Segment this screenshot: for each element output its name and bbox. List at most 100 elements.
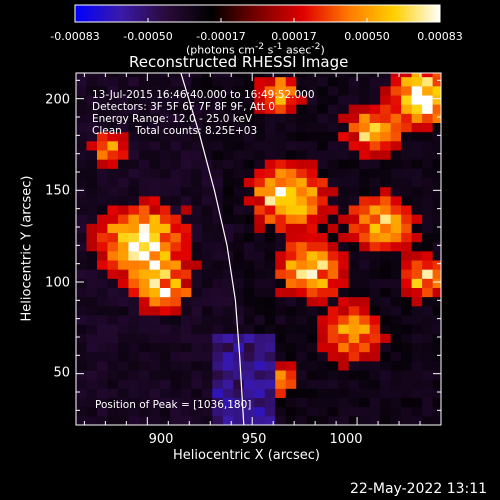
heatmap-cell xyxy=(128,269,140,279)
heatmap-cell xyxy=(390,223,402,233)
heatmap-cell xyxy=(254,223,266,233)
heatmap-cell xyxy=(338,360,350,371)
heatmap-cell xyxy=(170,205,182,215)
heatmap-cell xyxy=(264,122,276,133)
heatmap-cell xyxy=(233,351,245,362)
heatmap-cell xyxy=(327,379,339,389)
heatmap-cell xyxy=(159,241,171,252)
heatmap-cell xyxy=(180,333,192,343)
heatmap-cell xyxy=(138,177,150,188)
heatmap-cell xyxy=(359,177,371,188)
heatmap-cell xyxy=(390,397,402,408)
heatmap-cell xyxy=(254,140,266,151)
heatmap-cell xyxy=(117,214,129,224)
heatmap-cell xyxy=(411,388,423,398)
heatmap-cell xyxy=(264,333,276,343)
heatmap-cell xyxy=(201,370,213,380)
heatmap-cell xyxy=(275,287,287,298)
heatmap-cell xyxy=(306,113,318,123)
heatmap-cell xyxy=(369,379,381,389)
heatmap-cell xyxy=(170,415,182,425)
heatmap-cell xyxy=(222,370,234,380)
heatmap-cell xyxy=(254,214,266,224)
heatmap-cell xyxy=(432,305,441,316)
heatmap-cell xyxy=(338,113,350,123)
heatmap-cell xyxy=(327,287,339,298)
heatmap-cell xyxy=(285,177,297,188)
heatmap-cell xyxy=(254,278,266,288)
heatmap-cell xyxy=(159,250,171,261)
heatmap-cell xyxy=(380,360,392,371)
heatmap-cell xyxy=(359,122,371,133)
heatmap-cell xyxy=(432,315,441,325)
heatmap-cell xyxy=(411,168,423,178)
heatmap-cell xyxy=(76,195,87,206)
heatmap-cell xyxy=(76,296,87,307)
heatmap-cell xyxy=(117,342,129,353)
heatmap-cell xyxy=(348,370,360,380)
heatmap-cell xyxy=(380,406,392,417)
heatmap-cell xyxy=(128,278,140,288)
heatmap-cell xyxy=(107,333,119,343)
heatmap-cell xyxy=(432,85,441,96)
heatmap-cell xyxy=(201,140,213,151)
heatmap-cell xyxy=(327,397,339,408)
heatmap-cell xyxy=(96,379,108,389)
heatmap-cell xyxy=(159,324,171,334)
heatmap-cell xyxy=(275,278,287,288)
heatmap-cell xyxy=(359,250,371,261)
heatmap-cell xyxy=(243,379,255,389)
heatmap-cell xyxy=(212,305,224,316)
heatmap-cell xyxy=(275,232,287,243)
heatmap-cell xyxy=(86,186,98,197)
heatmap-cell xyxy=(401,131,413,142)
heatmap-cell xyxy=(254,415,266,425)
heatmap-cell xyxy=(327,324,339,334)
heatmap-cell xyxy=(222,415,234,425)
heatmap-cell xyxy=(222,205,234,215)
heatmap-cell xyxy=(306,351,318,362)
heatmap-cell xyxy=(222,168,234,178)
heatmap-cell xyxy=(149,241,161,252)
heatmap-cell xyxy=(107,140,119,151)
heatmap-cell xyxy=(285,379,297,389)
heatmap-cell xyxy=(422,324,434,334)
heatmap-cell xyxy=(243,250,255,261)
heatmap-cell xyxy=(233,186,245,197)
heatmap-cell xyxy=(296,296,308,307)
heatmap-cell xyxy=(201,260,213,270)
heatmap-cell xyxy=(422,223,434,233)
heatmap-cell xyxy=(264,260,276,270)
heatmap-cell xyxy=(233,104,245,114)
heatmap-cell xyxy=(317,95,329,105)
heatmap-cell xyxy=(76,214,87,224)
heatmap-cell xyxy=(117,296,129,307)
heatmap-cell xyxy=(254,73,266,78)
heatmap-cell xyxy=(432,269,441,279)
heatmap-cell xyxy=(432,342,441,353)
heatmap-cell xyxy=(275,168,287,178)
heatmap-cell xyxy=(212,333,224,343)
heatmap-cell xyxy=(401,186,413,197)
heatmap-cell xyxy=(117,131,129,142)
heatmap-cell xyxy=(243,296,255,307)
heatmap-cell xyxy=(149,85,161,96)
heatmap-cell xyxy=(296,379,308,389)
heatmap-cell xyxy=(296,406,308,417)
heatmap-cell xyxy=(117,315,129,325)
heatmap-cell xyxy=(243,315,255,325)
heatmap-cell xyxy=(285,159,297,169)
heatmap-cell xyxy=(390,379,402,389)
heatmap-cell xyxy=(390,159,402,169)
heatmap-cell xyxy=(233,122,245,133)
heatmap-cell xyxy=(243,159,255,169)
heatmap-cell xyxy=(117,113,129,123)
heatmap-cell xyxy=(233,214,245,224)
heatmap-cell xyxy=(128,305,140,316)
heatmap-cell xyxy=(401,95,413,105)
heatmap-cell xyxy=(285,333,297,343)
heatmap-cell xyxy=(264,342,276,353)
heatmap-cell xyxy=(170,260,182,270)
heatmap-cell xyxy=(411,76,423,87)
heatmap-cell xyxy=(96,232,108,243)
